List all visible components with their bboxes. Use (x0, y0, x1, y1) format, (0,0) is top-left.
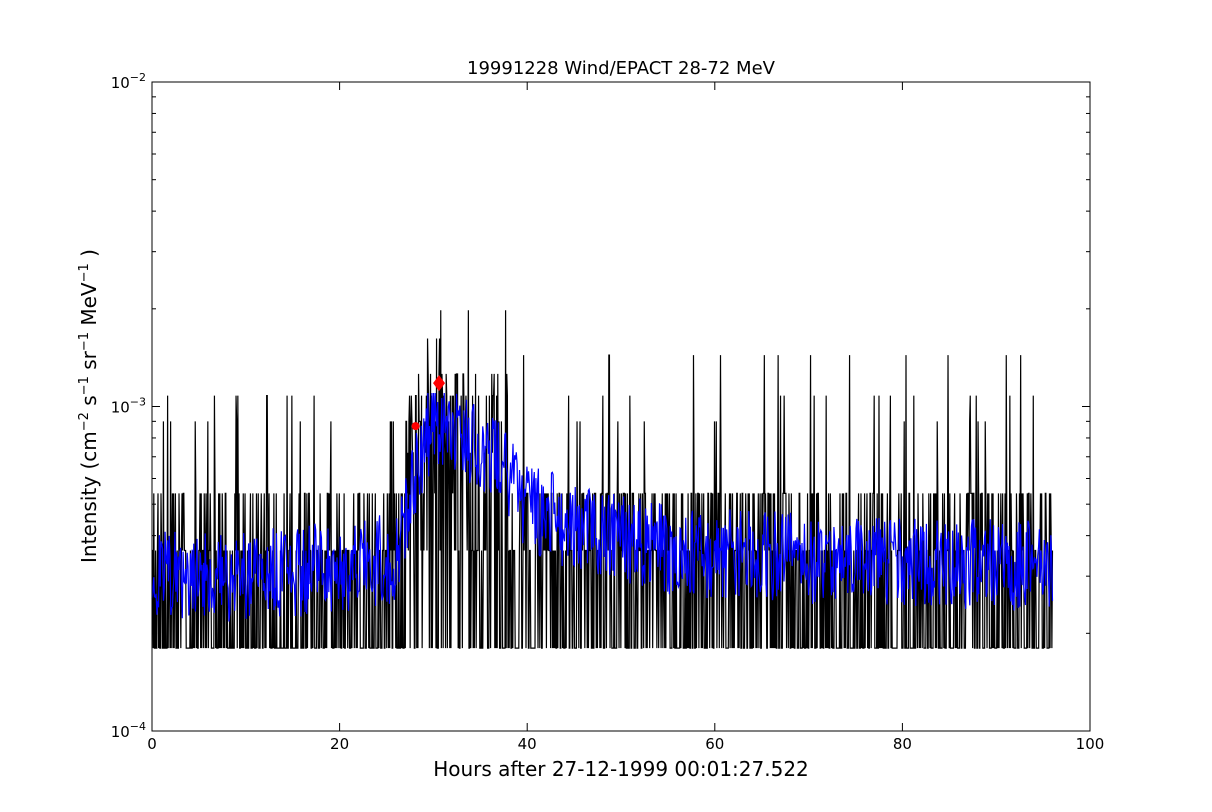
x-tick-label: 80 (893, 735, 912, 753)
raw-intensity-line (152, 310, 1054, 649)
y-label-mid-3: MeV (77, 282, 101, 332)
y-label-mid-2: sr (77, 350, 101, 376)
x-tick-label: 60 (705, 735, 724, 753)
y-label-exp-3: −1 (77, 332, 92, 351)
y-axis-label: Intensity (cm−2 s−1 sr−1 MeV−1 ) (77, 249, 101, 563)
y-label-text: Intensity (cm (77, 431, 101, 563)
y-label-mid-1: s (77, 395, 101, 412)
y-tick-label: 10−3 (111, 396, 146, 417)
plot-area (151, 310, 1054, 649)
y-label-end: ) (77, 249, 101, 263)
y-tick-exponent: −2 (130, 71, 146, 84)
peak-marker-2 (433, 375, 446, 392)
x-tick-label: 0 (147, 735, 157, 753)
onset-marker-1 (411, 422, 420, 431)
y-tick-exponent: −3 (130, 396, 146, 409)
x-tick-label: 20 (330, 735, 349, 753)
y-tick-base: 10 (111, 74, 130, 92)
x-tick-label: 100 (1076, 735, 1105, 753)
smoothed-intensity-line (151, 393, 1054, 622)
y-tick-exponent: −4 (130, 720, 146, 733)
y-tick-label: 10−4 (111, 720, 146, 741)
y-tick-base: 10 (111, 399, 130, 417)
x-axis-label: Hours after 27-12-1999 00:01:27.522 (433, 757, 809, 781)
y-label-exp-2: −1 (77, 376, 92, 395)
x-tick-label: 40 (518, 735, 537, 753)
y-tick-label: 10−2 (111, 71, 146, 92)
y-label-exp-4: −1 (77, 263, 92, 282)
chart-title: 19991228 Wind/EPACT 28-72 MeV (467, 58, 776, 79)
y-label-exp-1: −2 (77, 412, 92, 431)
y-tick-base: 10 (111, 723, 130, 741)
